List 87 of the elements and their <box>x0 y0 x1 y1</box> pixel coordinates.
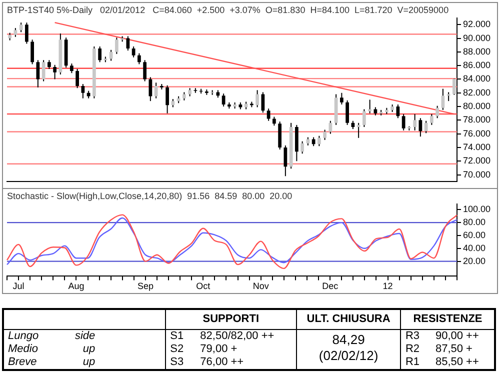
candlestick <box>143 60 146 82</box>
text: 82,50/82,00 ++ <box>199 329 276 342</box>
y-tick-label: 88.000 <box>463 46 491 56</box>
text: R1 <box>400 356 432 370</box>
y-tick-label: 100.00 <box>463 204 491 214</box>
text: 87,50 + <box>434 342 474 356</box>
text: R3 <box>400 329 432 342</box>
candlestick <box>340 92 344 105</box>
text: 79,00 + <box>199 342 238 356</box>
text: Breve <box>7 356 38 370</box>
text: 84,29 <box>331 332 366 348</box>
y-tick-label: 76.000 <box>463 128 491 138</box>
text: SUPPORTI <box>166 309 296 329</box>
candlestick <box>413 114 416 131</box>
text: 76,00 ++ <box>199 356 245 370</box>
candlestick <box>81 84 85 99</box>
candlestick <box>441 88 445 110</box>
y-tick-label: 70.000 <box>463 169 491 180</box>
x-tick-label: Jul <box>12 281 24 292</box>
candlestick <box>70 63 74 74</box>
y-tick-label: 86.000 <box>463 60 491 70</box>
y-tick-label: 84.000 <box>463 74 491 84</box>
candlestick <box>53 64 56 80</box>
candlestick <box>19 22 23 33</box>
candlestick <box>98 46 102 63</box>
chart-title: Stochastic - Slow(High,Low,Close,14,20,80) 91.56 84.59 80.00 20.00 <box>7 190 292 201</box>
candlestick <box>261 92 265 114</box>
y-tick-label: 80.000 <box>463 101 491 112</box>
x-tick-label: Oct <box>196 281 211 292</box>
candlestick <box>436 105 439 119</box>
candlestick <box>278 121 282 150</box>
candlestick <box>346 100 349 126</box>
candlestick <box>166 84 169 114</box>
candlestick <box>109 49 113 62</box>
y-tick-label: 74.000 <box>463 142 491 152</box>
candlestick <box>222 93 226 108</box>
text: RESISTENZE <box>400 309 495 329</box>
text: S2 <box>166 342 196 356</box>
candlestick <box>115 37 118 54</box>
candlestick <box>132 46 136 58</box>
candlestick <box>42 60 46 82</box>
text: Lungo <box>7 329 40 342</box>
x-tick-label: Nov <box>252 281 270 292</box>
y-tick-label: 60.00 <box>463 230 486 240</box>
candlestick <box>76 68 79 89</box>
chart-title: BTP-1ST40 5%-Daily 02/01/2012 C=84.060 +2.500 +3.07% O=81.830 H=84.100 L=81.720 V=20059000 <box>7 4 449 15</box>
text: (02/02/12) <box>318 348 380 364</box>
y-tick-label: 40.00 <box>463 242 486 253</box>
candlestick <box>362 108 366 128</box>
x-tick-label: 12 <box>382 281 393 292</box>
text: side <box>74 329 96 342</box>
y-tick-label: 80.00 <box>463 217 486 228</box>
text: R2 <box>400 342 432 356</box>
text: 85,50 ++ <box>434 356 480 370</box>
candlestick <box>328 120 332 134</box>
candlestick <box>430 114 434 126</box>
candlestick <box>402 114 406 131</box>
y-tick-label: 72.000 <box>463 156 491 166</box>
y-tick-label: 82.000 <box>463 87 491 98</box>
candlestick <box>154 82 158 99</box>
candlestick <box>318 135 321 147</box>
candlestick <box>256 90 259 108</box>
y-tick-label: 78.000 <box>463 114 491 125</box>
y-tick-label: 20.00 <box>463 256 486 266</box>
text: 90,00 ++ <box>434 329 480 342</box>
x-tick-label: Sep <box>137 281 154 292</box>
candlestick <box>266 108 270 122</box>
y-tick-label: 90.000 <box>463 32 491 43</box>
candlestick <box>25 22 28 44</box>
candlestick <box>300 140 304 154</box>
candlestick <box>424 120 428 134</box>
x-tick-label: Dec <box>322 281 339 292</box>
text: ULT. CHIUSURA <box>296 309 401 329</box>
candlestick <box>148 76 152 102</box>
candlestick <box>356 122 360 138</box>
text: S3 <box>166 356 196 370</box>
candlestick <box>418 118 422 138</box>
text: up <box>82 356 96 370</box>
candlestick <box>323 129 326 140</box>
candlestick <box>368 99 372 114</box>
text: Medio <box>7 342 39 356</box>
candlestick <box>30 39 34 65</box>
x-tick-label: Aug <box>68 281 84 292</box>
y-tick-label: 92.000 <box>463 19 491 30</box>
candlestick <box>138 52 141 65</box>
text: up <box>82 342 96 356</box>
text: S1 <box>166 329 196 342</box>
